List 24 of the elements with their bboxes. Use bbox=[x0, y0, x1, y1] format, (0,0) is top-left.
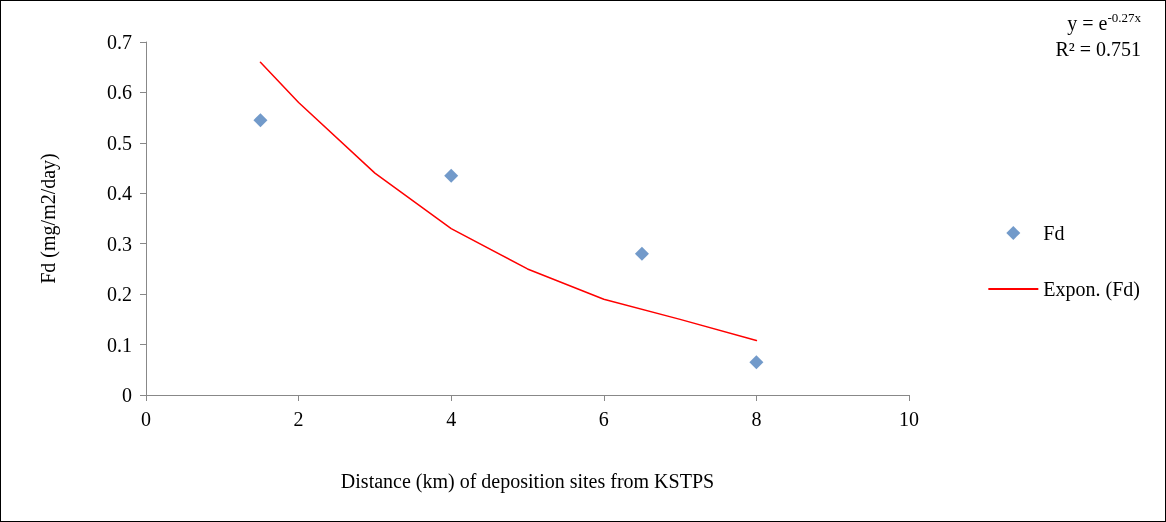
point bbox=[444, 168, 459, 183]
x-tick-label: 8 bbox=[751, 408, 762, 430]
point bbox=[749, 355, 764, 370]
y-tick-label: 0.1 bbox=[107, 333, 132, 356]
x-axis-title: Distance (km) of deposition sites from KSTPS bbox=[340, 470, 715, 493]
x-tick-label: 4 bbox=[446, 408, 457, 430]
point bbox=[634, 246, 649, 261]
y-axis-title: Fd (mg/m2/day) bbox=[37, 153, 60, 284]
y-tick-label: 0.5 bbox=[107, 131, 132, 154]
text: R² = 0.751 bbox=[1055, 38, 1142, 60]
y-tick-label: 0.4 bbox=[107, 182, 132, 205]
y-tick-label: 0 bbox=[122, 384, 132, 406]
y-tick-label: 0.2 bbox=[107, 283, 132, 306]
x-tick-label: 6 bbox=[598, 408, 609, 430]
x-tick-label: 10 bbox=[899, 408, 919, 430]
y-tick-label: 0.3 bbox=[107, 232, 132, 255]
x-tick-label: 2 bbox=[293, 408, 304, 430]
legend-label: Fd bbox=[1043, 222, 1065, 244]
legend-label: Expon. (Fd) bbox=[1043, 278, 1141, 301]
point bbox=[253, 113, 268, 128]
y-tick-label: 0.7 bbox=[107, 31, 132, 53]
x-tick-label: 0 bbox=[141, 408, 151, 430]
y-tick-label: 0.6 bbox=[107, 81, 132, 104]
line-series bbox=[259, 61, 758, 342]
